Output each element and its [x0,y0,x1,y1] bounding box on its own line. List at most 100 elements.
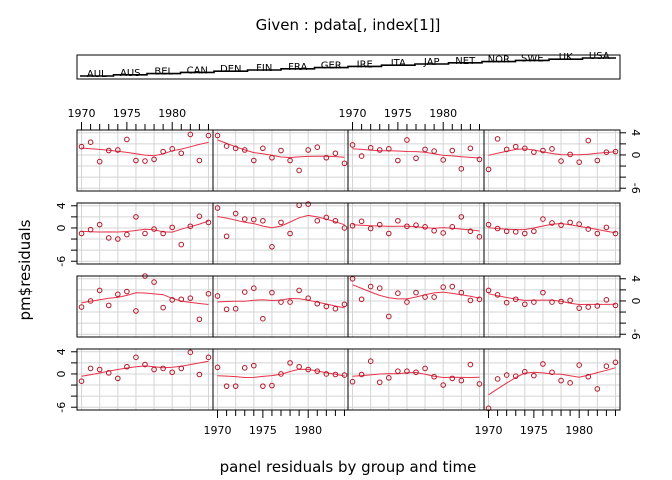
data-point [585,226,592,232]
panel [347,348,485,411]
data-point [531,299,537,305]
smooth-line [352,148,480,159]
data-point [376,379,383,386]
data-point [512,373,519,379]
given-level-label: NOR [488,55,510,66]
panel [347,129,485,192]
data-point [413,155,419,162]
data-point [96,158,103,165]
data-point [522,301,528,308]
data-point [440,284,447,290]
data-point [531,372,537,379]
given-level-label: IRE [357,59,373,70]
given-level-label: BEL [154,67,173,78]
data-point [251,362,257,369]
data-point [341,372,348,378]
data-point [386,375,392,381]
data-point [214,364,221,371]
data-point [404,137,410,143]
data-point [232,383,239,389]
data-point [603,149,610,155]
data-point [87,226,94,233]
smooth-line [352,224,480,232]
panel [483,202,621,265]
data-point [278,371,284,377]
data-point [467,228,474,235]
data-point [305,147,312,153]
data-point [422,224,428,230]
x-tick-label: 1970 [339,107,367,120]
data-point [133,157,139,164]
panel-background [77,203,213,264]
data-point [142,158,148,164]
data-point [603,297,610,303]
data-point [458,377,465,384]
data-point [287,299,293,305]
smooth-line [81,292,209,305]
data-point [476,156,483,163]
panel-background [213,349,349,410]
data-point [494,225,501,232]
data-point [169,146,175,152]
data-point [269,382,275,389]
panel-background [213,130,349,191]
data-point [458,289,465,296]
data-point [431,148,437,154]
data-point [178,150,185,157]
data-point [467,361,474,368]
data-point [485,166,492,173]
data-point [187,349,194,356]
data-point [458,166,465,172]
data-point [549,220,555,226]
data-point [314,368,321,374]
panel [212,348,350,411]
data-point [269,244,275,250]
data-point [105,235,112,241]
smooth-line [352,371,480,379]
given-level-label: GER [321,61,342,72]
data-point [431,373,437,380]
data-point [395,157,401,164]
data-point [314,300,321,307]
data-point [305,295,312,301]
data-point [260,217,266,224]
data-point [395,368,401,374]
data-point [376,221,383,228]
data-point [178,296,185,303]
panel [212,275,350,338]
data-point [296,363,302,370]
panel [76,202,214,265]
data-point [522,368,528,375]
data-point [549,369,555,376]
data-point [404,299,410,305]
data-point [449,224,456,230]
data-point [395,290,401,296]
data-point [323,154,330,161]
data-point [305,201,312,207]
data-point [512,229,519,235]
data-point [376,147,383,153]
given-panel-frame [76,54,621,80]
data-point [296,287,302,294]
data-point [422,146,428,153]
data-point [151,156,157,163]
given-level-label: ITA [391,58,406,69]
data-point [287,157,293,164]
panel [347,202,485,265]
data-point [503,146,510,153]
data-point [503,228,510,235]
data-point [567,151,573,158]
data-point [87,298,94,304]
y-tick-label: 4 [55,348,68,355]
data-point [160,230,166,237]
given-level-label: FRA [288,62,307,73]
data-point [133,354,139,361]
data-point [314,144,321,150]
data-point [485,221,492,228]
axes: 1970 1975 1980 1970 1975 1980 1970 1975 1980 1970… [55,107,642,437]
data-point [395,217,401,224]
data-point [196,316,203,323]
data-point [467,297,474,304]
data-point [314,217,321,224]
data-point [105,302,112,309]
